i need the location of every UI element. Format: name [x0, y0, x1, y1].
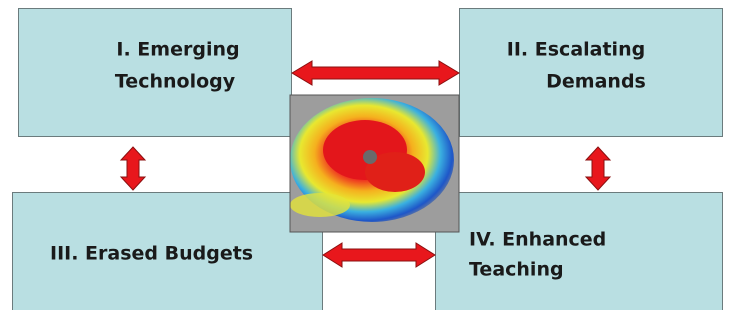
double-arrow — [292, 61, 459, 85]
double-arrow — [586, 147, 610, 190]
node-label: Technology — [115, 71, 236, 93]
box — [436, 193, 723, 310]
hurricane-image — [290, 95, 459, 232]
node-label: Demands — [546, 71, 646, 93]
diagram: I. Emerging Technology II. Escalating De… — [0, 0, 735, 310]
node-label: II. Escalating — [507, 39, 645, 61]
double-arrow — [323, 243, 435, 267]
node-label: IV. Enhanced — [469, 229, 606, 251]
page: I. Emerging Technology II. Escalating De… — [0, 0, 735, 310]
double-arrow — [121, 147, 145, 190]
node-label: III. Erased Budgets — [50, 243, 253, 265]
node-label: I. Emerging — [116, 39, 239, 61]
node-label: Teaching — [469, 259, 564, 281]
